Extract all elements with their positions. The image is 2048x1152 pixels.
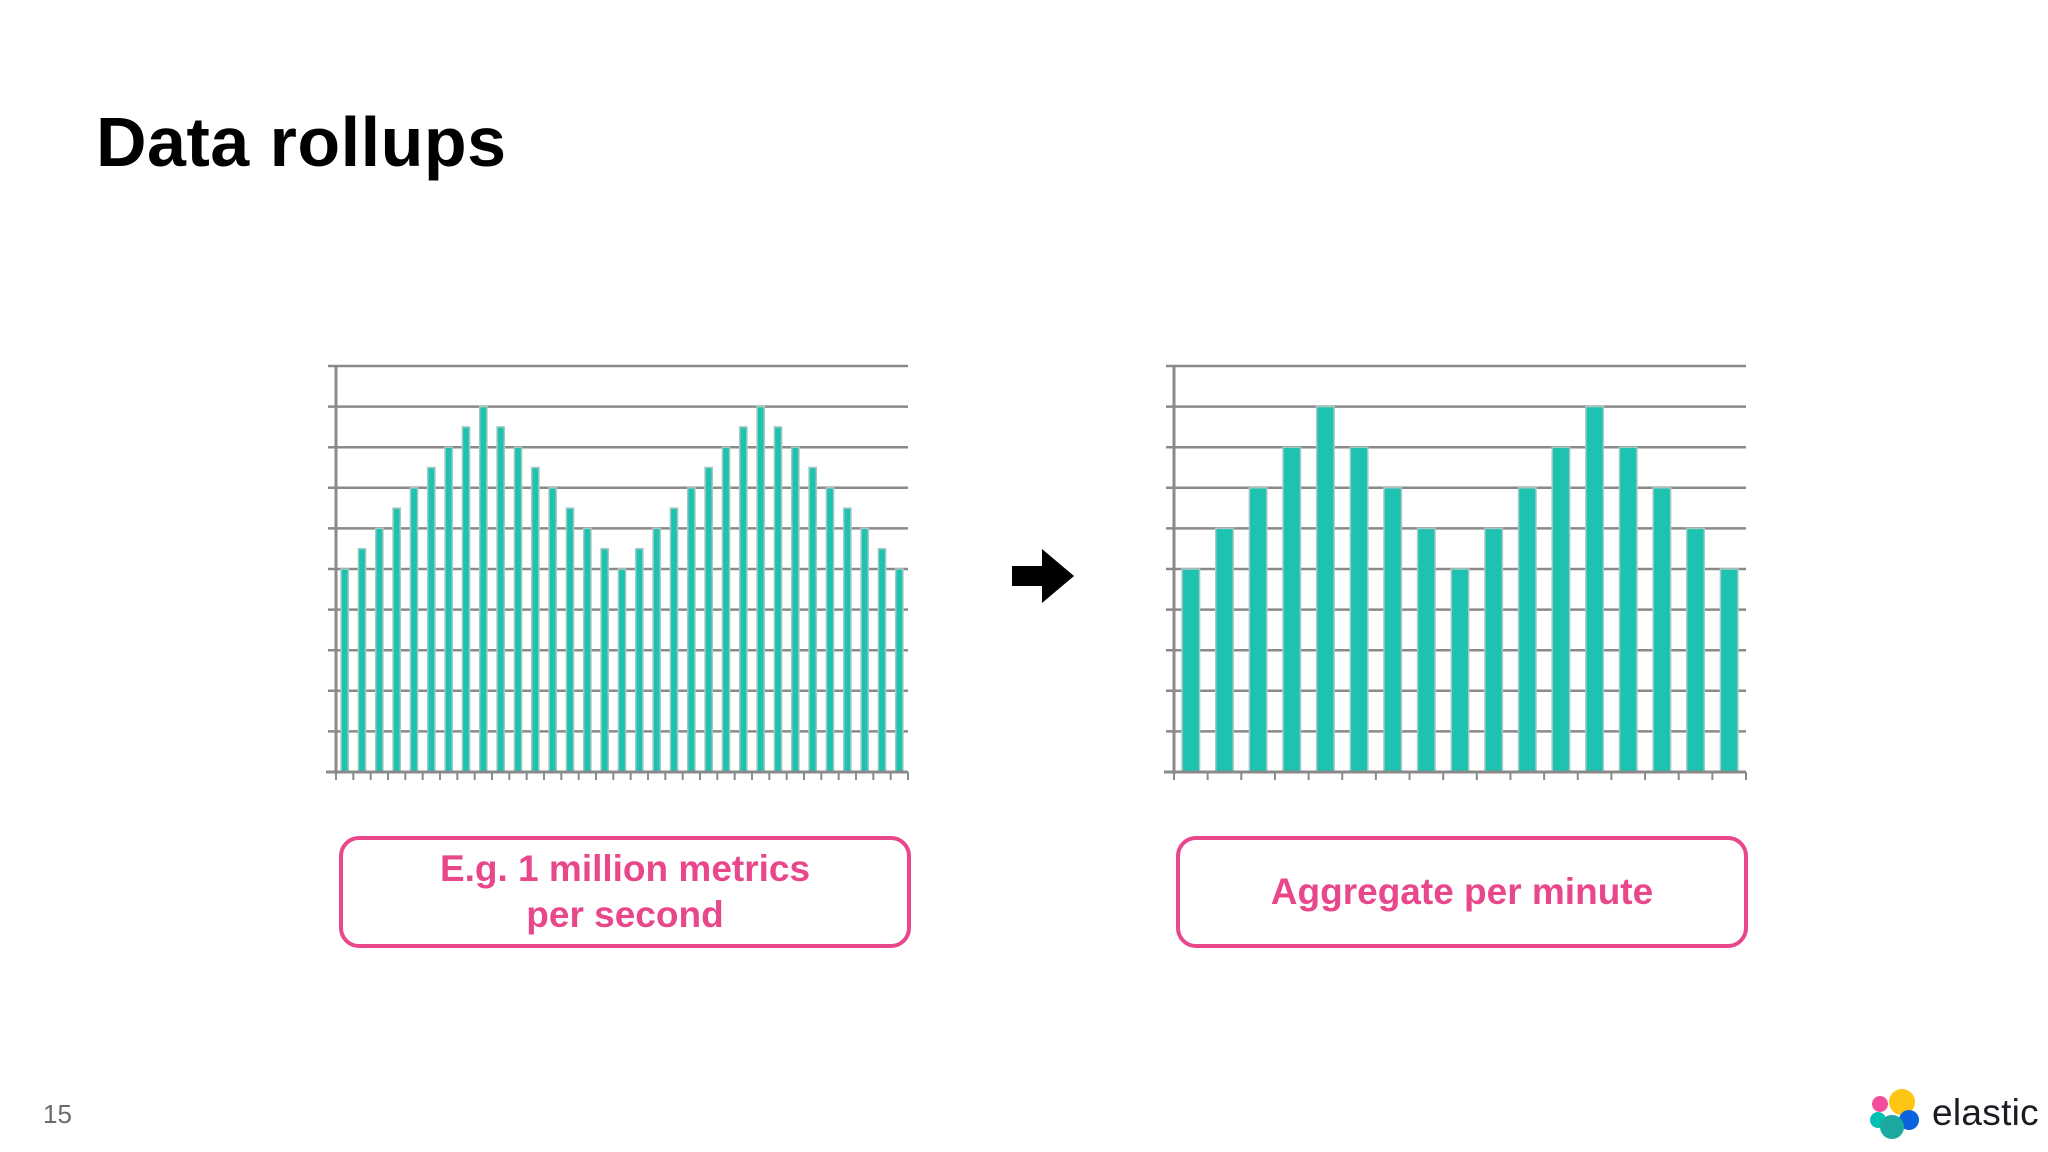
bar — [1551, 446, 1571, 773]
callout-per-second: E.g. 1 million metrics per second — [339, 836, 911, 948]
page-number: 15 — [43, 1099, 72, 1129]
bar — [1585, 405, 1605, 773]
callout-line-2: per second — [526, 894, 724, 935]
bar — [1349, 446, 1369, 773]
callout-per-minute: Aggregate per minute — [1176, 836, 1748, 948]
bar — [1618, 446, 1638, 773]
bar — [1484, 527, 1504, 773]
bar — [1450, 568, 1470, 773]
bar — [1315, 405, 1335, 773]
bar — [1214, 527, 1234, 773]
brand-name: elastic — [1932, 1092, 2039, 1133]
bar — [1517, 487, 1537, 773]
slide-title: Data rollups — [96, 103, 507, 181]
arrow-right-icon — [1012, 549, 1074, 603]
brand: elastic — [1868, 1085, 2039, 1141]
bar — [1383, 487, 1403, 773]
bar — [1248, 487, 1268, 773]
callout-line-1: E.g. 1 million metrics — [439, 848, 811, 889]
callout-line: Aggregate per minute — [1270, 871, 1654, 912]
elastic-logo-icon — [1870, 1089, 1919, 1139]
bar — [1416, 527, 1436, 773]
bar — [1282, 446, 1302, 773]
bar — [1181, 568, 1201, 773]
bar — [1652, 487, 1672, 773]
bar — [1686, 527, 1706, 773]
bar — [1719, 568, 1739, 773]
